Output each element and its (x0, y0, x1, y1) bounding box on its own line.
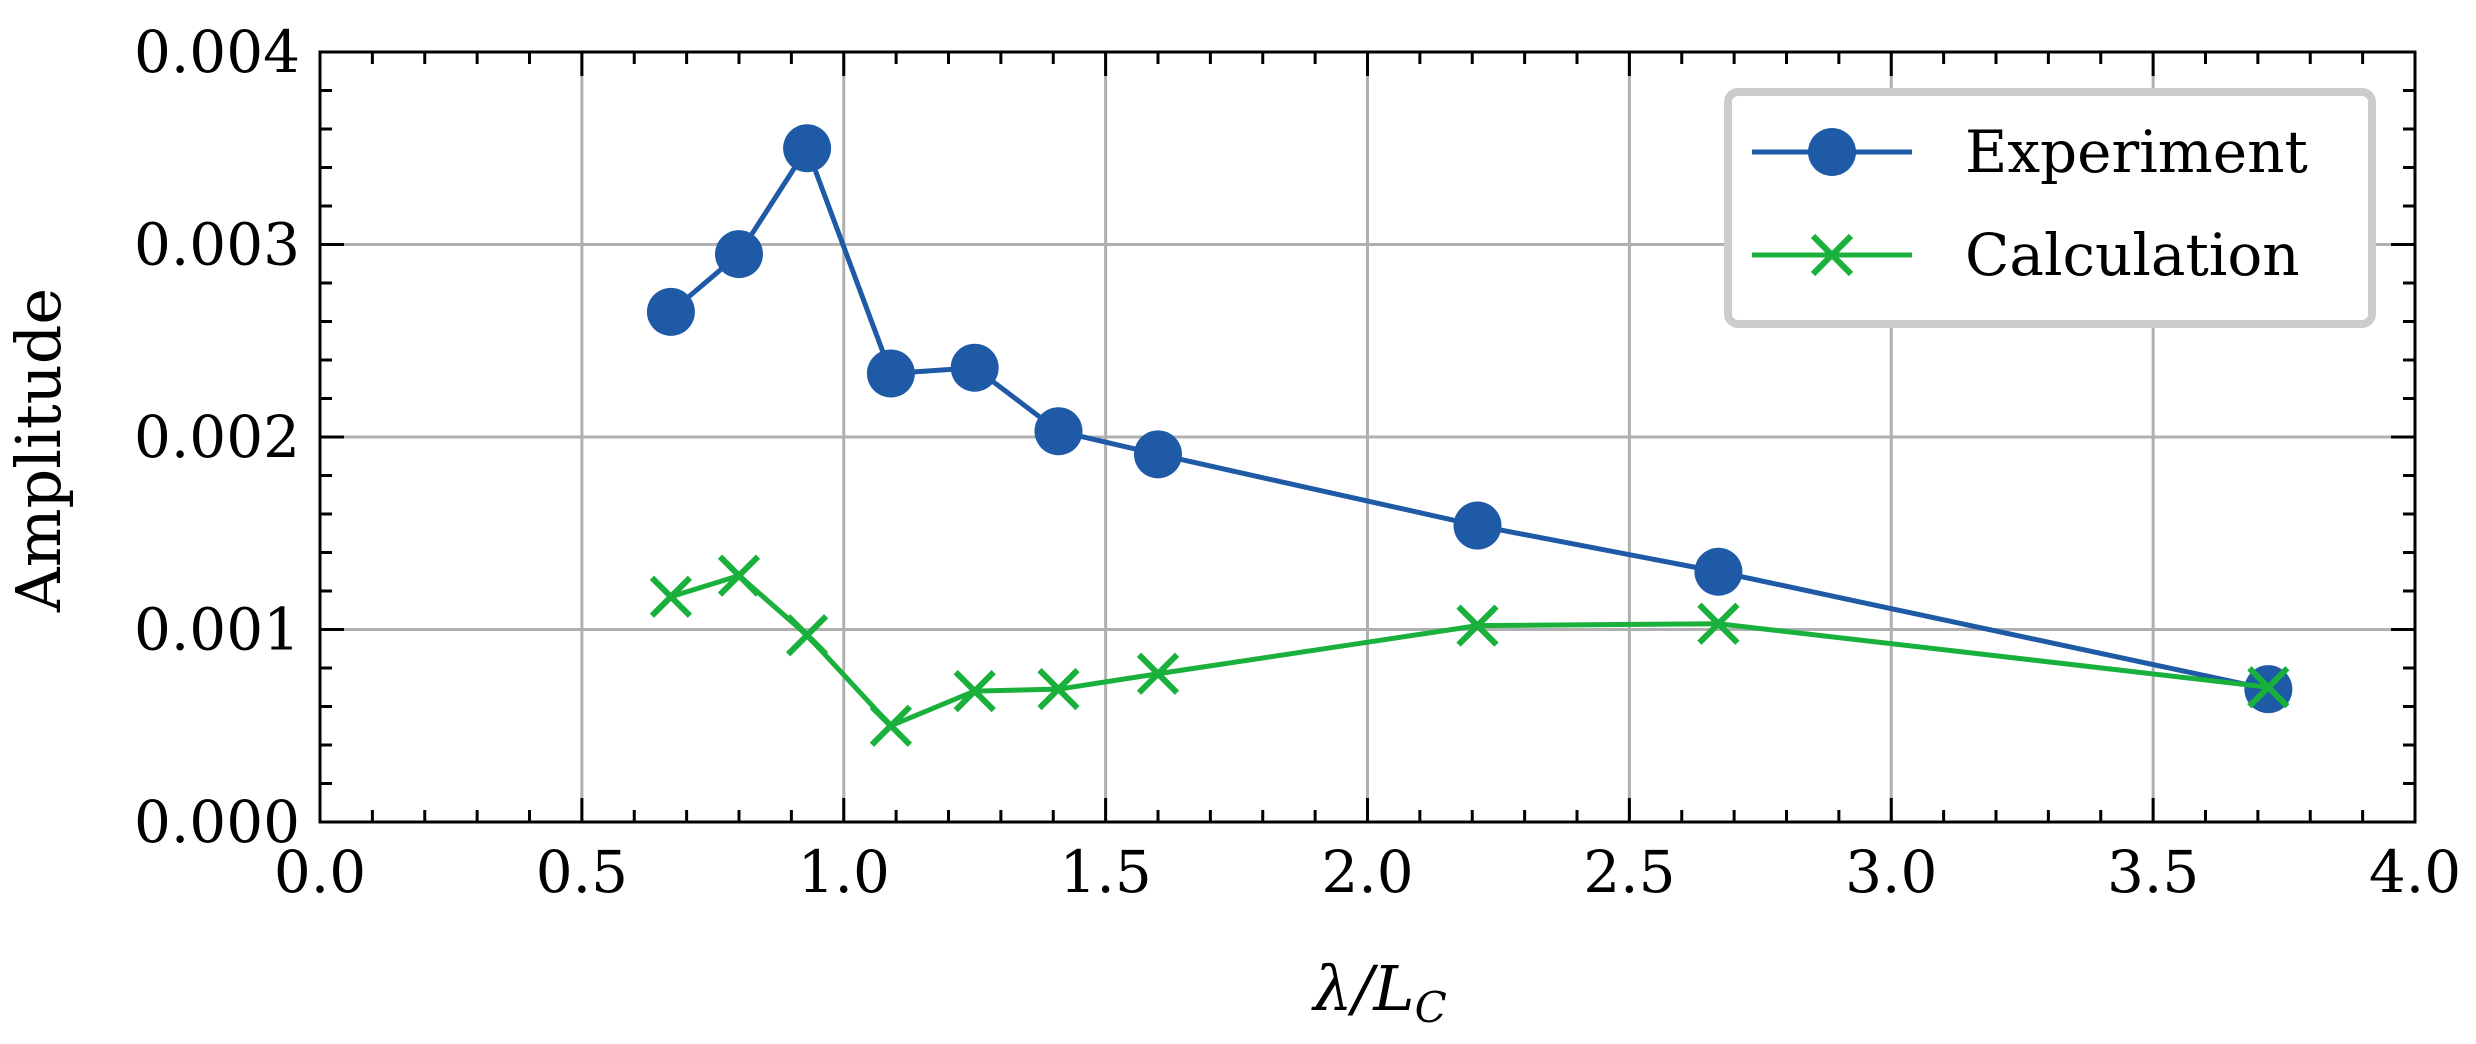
data-point (715, 230, 763, 279)
legend-marker (1808, 128, 1856, 176)
x-tick-label: 0.0 (274, 838, 366, 906)
y-tick-label: 0.000 (134, 788, 300, 856)
data-point (950, 343, 999, 392)
x-axis-label-subscript: C (1415, 983, 1447, 1032)
legend-marker (1810, 233, 1854, 277)
data-point (1034, 407, 1083, 456)
x-tick-label: 3.0 (1845, 838, 1937, 906)
x-axis-label: λ/LC (1310, 952, 1447, 1032)
data-point (869, 704, 913, 747)
y-tick-label: 0.001 (134, 596, 300, 664)
x-tick-label: 2.5 (1583, 838, 1675, 906)
data-point (1453, 501, 1502, 550)
x-axis-label-main: λ/L (1310, 952, 1414, 1025)
data-point (1134, 430, 1182, 479)
data-point (1456, 604, 1499, 647)
series-experiment (646, 124, 2293, 714)
data-point (1694, 547, 1743, 596)
y-tick-label: 0.002 (134, 403, 300, 471)
tick-labels: 0.0 0.5 1.0 1.5 2.0 2.5 3.0 3.5 4.0 0.000 0.001 0.0… (134, 18, 2461, 906)
series-layer (646, 124, 2293, 747)
data-point (649, 575, 693, 618)
legend: Experiment Calculation (1724, 88, 2376, 328)
data-point (646, 287, 695, 336)
data-point (1697, 602, 1740, 645)
y-tick-label: 0.004 (134, 18, 300, 86)
data-point (1136, 652, 1180, 695)
x-tick-label: 4.0 (2369, 838, 2461, 906)
y-axis-label: Amplitude (2, 288, 75, 613)
legend-label: Experiment (1965, 118, 2308, 186)
x-tick-label: 3.5 (2107, 838, 2199, 906)
data-point (785, 614, 829, 657)
series-line (670, 573, 2269, 729)
legend-label: Calculation (1965, 221, 2300, 289)
x-tick-label: 1.0 (798, 838, 890, 906)
data-point (1037, 668, 1080, 711)
x-tick-label: 0.5 (536, 838, 628, 906)
series-line (669, 145, 2269, 692)
x-tick-label: 2.0 (1321, 838, 1413, 906)
y-tick-label: 0.003 (134, 211, 300, 279)
data-point (866, 349, 915, 398)
data-point (783, 124, 832, 173)
axis-ticks (318, 50, 2417, 824)
legend-entry: Calculation (1752, 221, 2300, 289)
x-tick-label: 1.5 (1060, 838, 1152, 906)
data-point (2247, 666, 2290, 709)
data-point (953, 669, 996, 713)
series-calculation (649, 554, 2290, 747)
data-point (717, 554, 761, 597)
legend-entry: Experiment (1752, 118, 2308, 186)
